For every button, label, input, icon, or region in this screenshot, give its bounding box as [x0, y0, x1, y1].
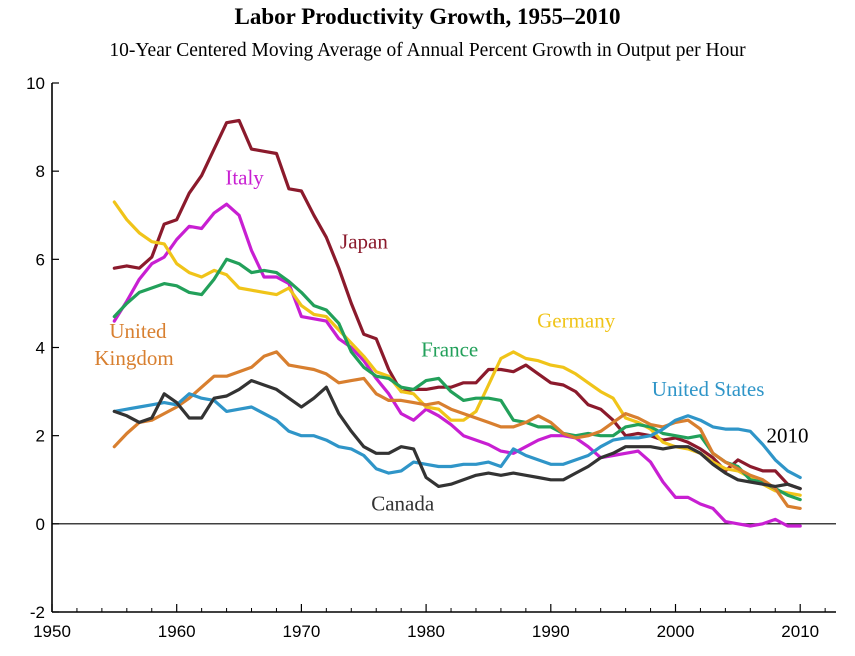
- series-label-canada: Canada: [371, 492, 435, 516]
- series-line-japan: [112, 118, 802, 491]
- series-label-france: France: [421, 337, 478, 361]
- series-line-canada: [112, 379, 802, 491]
- y-tick-label: 10: [26, 74, 45, 93]
- series-line-united-kingdom: [112, 350, 802, 510]
- y-tick-label: 8: [36, 162, 45, 181]
- series-line-italy: [112, 202, 802, 528]
- axes: -2 0 2 4 6 8 10 1950 1960 1970 1980 1990 2000 2010: [26, 74, 836, 641]
- x-tick-label: 1960: [158, 622, 196, 641]
- y-tick-label: 2: [36, 427, 45, 446]
- series-label-united-kingdom: United: [109, 319, 167, 343]
- chart-subtitle: 10-Year Centered Moving Average of Annua…: [109, 40, 746, 61]
- series-label-germany: Germany: [537, 309, 616, 333]
- x-tick-label: 2010: [781, 622, 819, 641]
- y-tick-label: 0: [36, 515, 45, 534]
- series-line-united-states: [112, 392, 802, 480]
- series-line-france: [112, 257, 802, 502]
- y-tick-label: 4: [36, 339, 45, 358]
- series-line-germany: [112, 200, 802, 497]
- series-label-united-kingdom: Kingdom: [94, 346, 173, 370]
- x-tick-label: 1970: [282, 622, 320, 641]
- x-tick-label: 1980: [407, 622, 445, 641]
- y-tick-label: -2: [30, 603, 45, 622]
- series-labels: Japan Italy Germany France United Kingdom Unit…: [94, 165, 808, 515]
- x-tick-label: 2000: [657, 622, 695, 641]
- x-tick-label: 1990: [532, 622, 570, 641]
- chart-title: Labor Productivity Growth, 1955–2010: [234, 4, 621, 29]
- y-tick-label: 6: [36, 250, 45, 269]
- series-label-japan: Japan: [340, 229, 388, 253]
- end-year-label: 2010: [767, 423, 809, 447]
- series-label-united-states: United States: [652, 377, 765, 401]
- series-lines: [112, 118, 802, 528]
- x-tick-label: 1950: [33, 622, 71, 641]
- series-label-italy: Italy: [225, 165, 264, 189]
